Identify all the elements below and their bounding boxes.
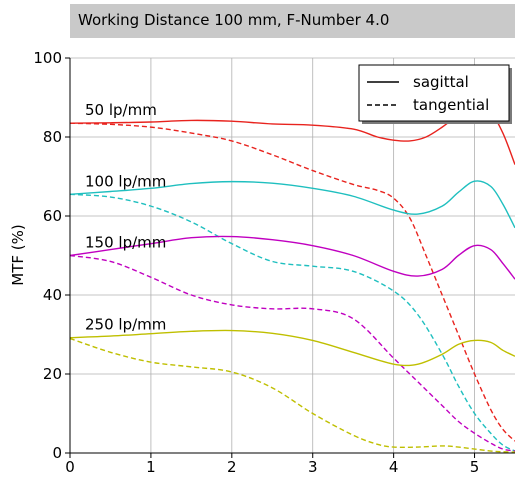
legend-label-tangential: tangential — [413, 96, 489, 114]
y-tick-label: 20 — [43, 365, 62, 383]
series-label-150-lp-mm: 150 lp/mm — [85, 234, 166, 252]
tangential-line-100-lp-mm — [70, 193, 515, 452]
x-tick-label: 3 — [308, 458, 318, 476]
series-label-50-lp-mm: 50 lp/mm — [85, 101, 157, 119]
tangential-line-150-lp-mm — [70, 254, 515, 452]
chart-title: Working Distance 100 mm, F-Number 4.0 — [78, 11, 390, 29]
legend-label-sagittal: sagittal — [413, 73, 469, 91]
legend: sagittal tangential — [358, 64, 512, 124]
y-tick-label: 80 — [43, 128, 62, 146]
tangential-line-50-lp-mm — [70, 122, 515, 442]
y-tick-label: 60 — [43, 207, 62, 225]
y-tick-label: 40 — [43, 286, 62, 304]
x-tick-label: 1 — [146, 458, 156, 476]
axes-frame — [69, 58, 515, 454]
x-tick-label: 0 — [65, 458, 75, 476]
sagittal-line-100-lp-mm — [70, 180, 515, 229]
series-label-100-lp-mm: 100 lp/mm — [85, 172, 166, 190]
sagittal-line-150-lp-mm — [70, 235, 515, 280]
series-lines — [70, 107, 515, 453]
x-tick-label: 4 — [389, 458, 399, 476]
x-tick-label: 2 — [227, 458, 237, 476]
axis-ticks: 0 1 2 3 4 5 0 20 40 60 80 100 — [33, 49, 479, 476]
y-tick-label: 0 — [52, 444, 62, 462]
series-labels: 50 lp/mm 100 lp/mm 150 lp/mm 250 lp/mm — [85, 101, 166, 333]
x-tick-label: 5 — [470, 458, 480, 476]
y-tick-label: 100 — [33, 49, 62, 67]
chart-title-box: Working Distance 100 mm, F-Number 4.0 — [70, 4, 515, 38]
legend-box — [358, 64, 510, 122]
y-axis-label: MTF (%) — [9, 224, 27, 285]
tangential-line-250-lp-mm — [70, 337, 515, 453]
sagittal-line-250-lp-mm — [70, 329, 515, 367]
series-label-250-lp-mm: 250 lp/mm — [85, 316, 166, 334]
